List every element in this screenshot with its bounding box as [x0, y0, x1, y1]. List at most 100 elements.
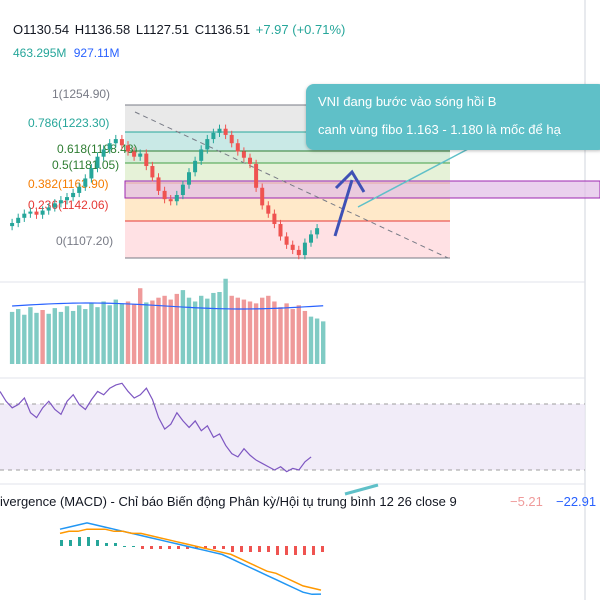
candle-body	[83, 178, 88, 187]
macd-pane	[59, 522, 324, 596]
candle-body	[187, 172, 191, 185]
macd-histogram-bar	[69, 540, 72, 546]
macd-histogram-bar	[132, 546, 135, 547]
candle-body	[315, 228, 320, 235]
macd-histogram-bar	[276, 546, 279, 555]
volume-bar	[272, 301, 277, 364]
volume-bar	[150, 300, 155, 364]
candle-body	[10, 222, 15, 227]
volume-bar	[266, 295, 271, 364]
candle-body	[150, 166, 155, 178]
macd-histogram-bar	[321, 546, 324, 552]
candle-body	[278, 224, 283, 237]
volume-bar	[321, 321, 326, 364]
ohlc-low: L1127.51	[135, 22, 190, 37]
macd-legend-label: ivergence (MACD) - Chỉ báo Biến động Phâ…	[0, 494, 457, 509]
candle-body	[272, 213, 277, 225]
candle-body	[144, 153, 149, 167]
candle-body	[34, 211, 39, 215]
volume-bar	[95, 307, 100, 364]
candle-body	[65, 197, 69, 201]
macd-histogram-bar	[222, 546, 225, 549]
candle-body	[296, 249, 301, 256]
volume-bar	[125, 301, 131, 364]
volume-bar	[168, 299, 173, 364]
volume-bar	[16, 309, 21, 364]
candle-body	[309, 234, 313, 243]
macd-line	[59, 522, 322, 596]
volume-bar	[46, 313, 51, 364]
volume-bar	[58, 311, 64, 364]
candle-body	[199, 149, 204, 161]
volume-bar	[247, 301, 253, 364]
ohlc-open: O1130.54	[13, 22, 70, 37]
candle-body	[260, 187, 265, 206]
fib-band-0.5-0.382	[125, 163, 450, 183]
volume-bar	[107, 305, 112, 364]
rsi-line	[0, 382, 312, 473]
candle-body	[223, 128, 228, 135]
callout-line-1: VNI đang bước vào sóng hồi B	[318, 94, 497, 109]
volume-value-1: 463.295M	[13, 46, 67, 60]
macd-histogram-bar	[249, 546, 252, 552]
volume-bar	[22, 314, 27, 364]
volume-ma-line	[12, 302, 324, 310]
volume-bar	[278, 307, 283, 364]
macd-signal-line	[59, 528, 322, 591]
macd-histogram-bar	[159, 546, 162, 549]
candle-body	[205, 139, 210, 150]
fib-label: 0.5(1181.05)	[52, 158, 119, 172]
volume-bar	[89, 303, 94, 364]
candle-body	[193, 160, 198, 173]
macd-histogram-bar	[141, 546, 144, 549]
annotation-callout[interactable]: VNI đang bước vào sóng hồi B canh vùng f…	[306, 84, 600, 150]
volume-bar	[253, 303, 259, 364]
candle-body	[107, 143, 112, 150]
macd-histogram-bar	[105, 543, 108, 546]
volume-bar	[241, 299, 247, 364]
arrow-head	[334, 169, 366, 193]
candle-body	[89, 168, 94, 179]
candle-body	[46, 207, 51, 211]
candle-body	[132, 151, 137, 157]
volume-bar	[260, 297, 265, 364]
ohlc-legend: O1130.54 H1136.58 L1127.51 C1136.51 +7.9…	[13, 22, 347, 37]
volume-bar	[28, 307, 33, 364]
volume-bar	[180, 290, 186, 364]
fib-label: 0.618(1198.48)	[57, 142, 138, 156]
candle-body	[126, 145, 130, 152]
ohlc-close: C1136.51	[194, 22, 251, 37]
trend-line-dashed[interactable]	[134, 111, 449, 259]
macd-histogram-bar	[177, 546, 180, 549]
candle-body	[229, 134, 234, 144]
volume-bar	[64, 306, 70, 364]
macd-histogram-bar	[195, 546, 198, 549]
macd-histogram-bar	[168, 546, 171, 549]
macd-histogram-bar	[114, 543, 117, 546]
candle-body	[290, 244, 295, 250]
macd-histogram-bar	[78, 537, 81, 546]
volume-bar	[211, 292, 216, 364]
volume-bar	[314, 318, 320, 364]
candle-body	[174, 195, 179, 202]
macd-histogram-bar	[303, 546, 306, 555]
candle-body	[254, 163, 259, 188]
wave-b-arrow[interactable]	[333, 169, 366, 237]
volume-bar	[174, 293, 179, 364]
volume-bar	[131, 304, 137, 364]
fib-label: 0(1107.20)	[56, 234, 113, 248]
volume-bar	[144, 302, 149, 364]
macd-histogram-bar	[87, 537, 90, 546]
candle-body	[266, 205, 271, 214]
volume-bar	[229, 295, 234, 364]
volume-bar	[205, 298, 210, 364]
ohlc-change: +7.97 (+0.71%)	[255, 22, 346, 37]
price-candles	[10, 124, 320, 260]
volume-bar	[9, 311, 15, 364]
volume-pane	[9, 278, 326, 364]
candle-body	[211, 132, 216, 140]
fib-label: 0.786(1223.30)	[28, 116, 109, 130]
volume-bar	[302, 310, 308, 364]
